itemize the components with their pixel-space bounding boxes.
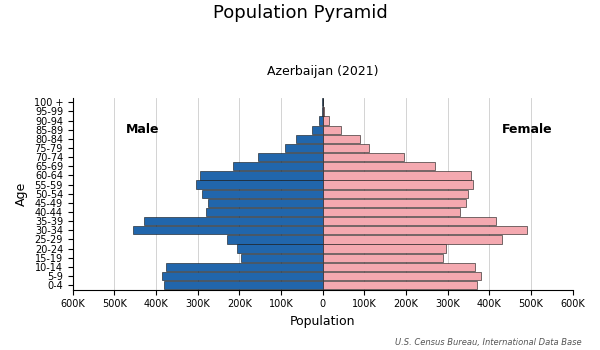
Bar xyxy=(163,272,323,280)
X-axis label: Population: Population xyxy=(290,315,355,328)
Bar xyxy=(196,181,323,189)
Bar xyxy=(322,107,323,116)
Bar xyxy=(323,126,341,134)
Bar xyxy=(323,199,466,207)
Bar xyxy=(312,126,323,134)
Bar xyxy=(200,171,323,180)
Bar xyxy=(319,117,323,125)
Bar xyxy=(241,254,323,262)
Bar xyxy=(323,272,481,280)
Title: Azerbaijan (2021): Azerbaijan (2021) xyxy=(267,65,379,78)
Bar xyxy=(202,190,323,198)
Bar xyxy=(323,235,502,244)
Text: Male: Male xyxy=(126,123,160,136)
Bar xyxy=(233,162,323,170)
Bar xyxy=(323,181,473,189)
Bar xyxy=(238,244,323,253)
Bar xyxy=(323,162,435,170)
Bar xyxy=(323,263,475,271)
Bar xyxy=(133,226,323,234)
Bar xyxy=(164,281,323,289)
Bar xyxy=(323,226,527,234)
Bar xyxy=(323,244,446,253)
Bar xyxy=(227,235,323,244)
Bar xyxy=(208,199,323,207)
Bar xyxy=(258,153,323,161)
Bar xyxy=(206,208,323,216)
Text: U.S. Census Bureau, International Data Base: U.S. Census Bureau, International Data B… xyxy=(395,337,582,346)
Bar xyxy=(323,117,329,125)
Bar xyxy=(323,107,325,116)
Bar xyxy=(143,217,323,225)
Bar xyxy=(323,135,360,143)
Bar xyxy=(323,171,470,180)
Bar xyxy=(323,190,469,198)
Bar xyxy=(323,281,477,289)
Text: Female: Female xyxy=(502,123,553,136)
Bar xyxy=(323,208,460,216)
Bar xyxy=(166,263,323,271)
Y-axis label: Age: Age xyxy=(15,182,28,206)
Bar xyxy=(285,144,323,152)
Bar xyxy=(323,217,496,225)
Text: Population Pyramid: Population Pyramid xyxy=(212,4,388,21)
Bar xyxy=(323,144,368,152)
Bar xyxy=(296,135,323,143)
Bar xyxy=(323,254,443,262)
Bar xyxy=(323,153,404,161)
